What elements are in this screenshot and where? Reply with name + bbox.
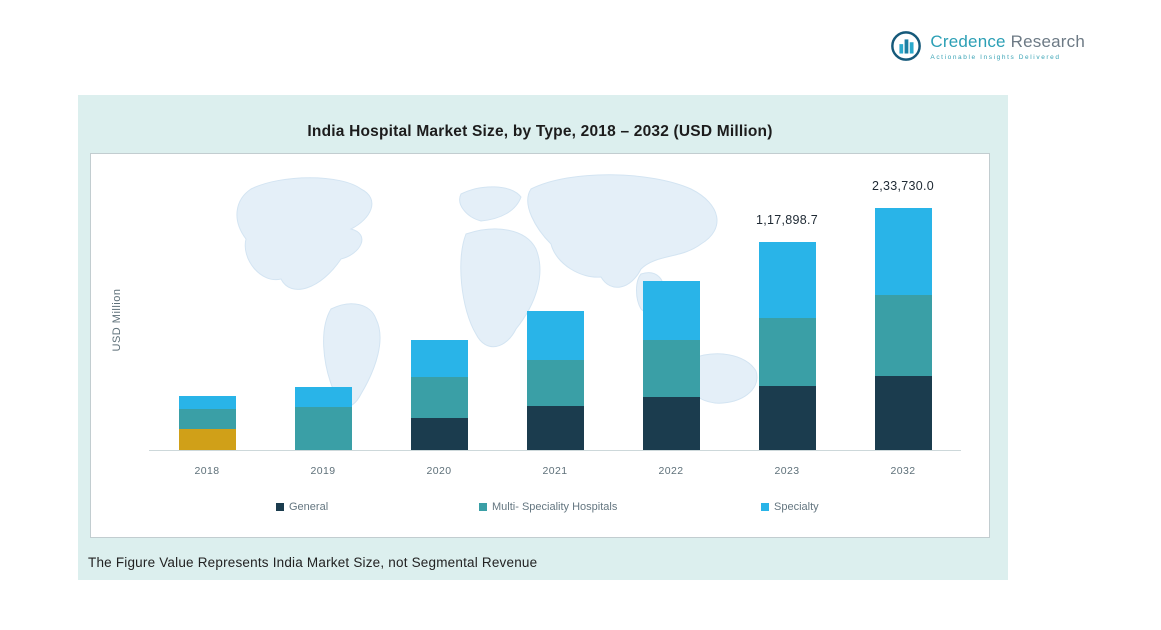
segment-2022-multi-speciality-hospitals — [642, 340, 700, 397]
bar-column-2022 — [613, 281, 729, 451]
bar-stack-2022 — [642, 281, 700, 451]
x-axis-line — [149, 450, 961, 451]
segment-2023-multi-speciality-hospitals — [758, 318, 816, 386]
segment-2022-specialty — [642, 281, 700, 340]
bar-total-label-2023: 1,17,898.7 — [755, 213, 819, 227]
segment-2019-specialty — [294, 387, 352, 407]
figure-panel: India Hospital Market Size, by Type, 201… — [78, 95, 1008, 580]
y-axis-label: USD Million — [111, 288, 123, 352]
figure-footnote: The Figure Value Represents India Market… — [88, 555, 538, 570]
bars-area: 1,17,898.7 2,33,730.0 — [149, 154, 961, 451]
segment-2018-general — [178, 429, 236, 451]
x-tick-2020: 2020 — [426, 465, 452, 477]
bar-stack-2019 — [294, 387, 352, 451]
bar-column-2020 — [381, 340, 497, 451]
brand-name: Credence Research — [930, 32, 1085, 52]
segment-2032-specialty — [874, 208, 932, 295]
bar-chart-circle-icon — [891, 31, 922, 61]
segment-2032-multi-speciality-hospitals — [874, 295, 932, 376]
brand-name-primary: Credence — [930, 31, 1006, 51]
legend-swatch-multi-speciality-hospitals — [479, 503, 487, 511]
segment-2018-specialty — [178, 396, 236, 409]
segment-2018-multi-speciality-hospitals — [178, 409, 236, 429]
x-tick-2022: 2022 — [658, 465, 684, 477]
x-axis-labels: 2018 2019 2020 2021 2022 2023 2032 — [149, 465, 961, 477]
legend-item-general: General — [276, 501, 328, 513]
segment-2021-general — [526, 406, 584, 451]
segment-2023-specialty — [758, 242, 816, 318]
segment-2023-general — [758, 386, 816, 451]
legend-item-specialty: Specialty — [761, 501, 819, 513]
legend-swatch-specialty — [761, 503, 769, 511]
chart-area: USD Million 1,17,898.7 2,33,730.0 2018 201… — [90, 153, 990, 538]
x-tick-2023: 2023 — [774, 465, 800, 477]
segment-2032-general — [874, 376, 932, 451]
x-tick-2021: 2021 — [542, 465, 568, 477]
bar-total-label-2032: 2,33,730.0 — [871, 179, 935, 193]
brand-tagline: Actionable Insights Delivered — [930, 53, 1061, 61]
world-map-watermark — [236, 174, 758, 407]
legend-item-multi-speciality-hospitals: Multi- Speciality Hospitals — [479, 501, 617, 513]
legend-label: General — [289, 501, 329, 513]
segment-2020-general — [410, 418, 468, 451]
segment-2021-specialty — [526, 311, 584, 360]
bar-stack-2032 — [874, 208, 932, 451]
bar-stack-2020 — [410, 340, 468, 451]
bar-stack-2021 — [526, 311, 584, 451]
bar-column-2018 — [149, 396, 265, 451]
segment-2019-multi-speciality-hospitals — [294, 407, 352, 451]
brand-logo: Credence Research Actionable Insights De… — [890, 30, 1085, 62]
segment-2020-multi-speciality-hospitals — [410, 377, 468, 418]
segment-2022-general — [642, 397, 700, 451]
brand-text: Credence Research Actionable Insights De… — [930, 32, 1085, 61]
bar-column-2023: 1,17,898.7 — [729, 213, 845, 451]
legend-swatch-general — [276, 503, 284, 511]
x-tick-2032: 2032 — [890, 465, 916, 477]
bar-column-2032: 2,33,730.0 — [845, 179, 961, 451]
legend: General Multi- Speciality Hospitals Specia… — [91, 501, 989, 517]
segment-2020-specialty — [410, 340, 468, 377]
bar-stack-2023 — [758, 242, 816, 451]
bar-column-2019 — [265, 387, 381, 451]
x-tick-2019: 2019 — [310, 465, 336, 477]
bar-stack-2018 — [178, 396, 236, 451]
segment-2021-multi-speciality-hospitals — [526, 360, 584, 406]
x-tick-2018: 2018 — [194, 465, 220, 477]
legend-label: Multi- Speciality Hospitals — [492, 501, 618, 513]
legend-label: Specialty — [774, 501, 819, 513]
bar-column-2021 — [497, 311, 613, 451]
brand-name-secondary: Research — [1010, 31, 1085, 51]
figure-title: India Hospital Market Size, by Type, 201… — [307, 123, 773, 140]
